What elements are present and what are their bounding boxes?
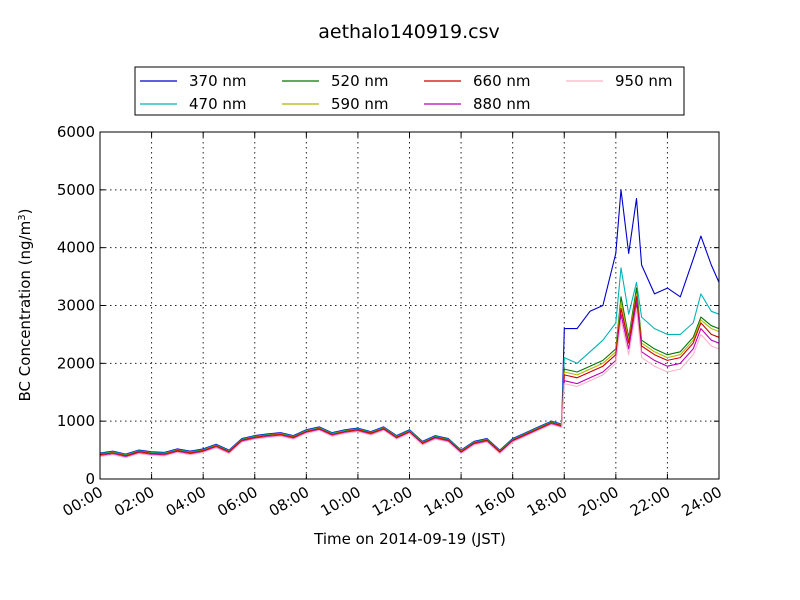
series-line-5	[99, 302, 720, 458]
y-axis-label-main: BC Concentration (ng/m	[16, 221, 34, 402]
y-tick-label: 0	[85, 470, 95, 488]
series-line-1	[99, 267, 720, 456]
legend-entries: 370 nm 470 nm 520 nm 590 nm 660 nm 880 nm 950 …	[140, 72, 673, 113]
y-axis-label-close: )	[16, 209, 34, 215]
y-axis-label: BC Concentration (ng/m3)	[16, 209, 34, 402]
series-line-6	[99, 307, 720, 459]
legend-label: 520 nm	[331, 72, 389, 90]
y-tick-label: 5000	[57, 181, 95, 199]
y-tick-label: 2000	[57, 354, 95, 372]
legend-label: 950 nm	[615, 72, 673, 90]
y-tick-label: 1000	[57, 412, 95, 430]
chart-title: aethalo140919.csv	[318, 21, 500, 43]
legend-label: 660 nm	[473, 72, 531, 90]
legend-label: 880 nm	[473, 95, 531, 113]
y-tick-label: 3000	[57, 297, 95, 315]
legend-label: 470 nm	[189, 95, 247, 113]
y-tick-label: 4000	[57, 239, 95, 257]
legend-label: 370 nm	[189, 72, 247, 90]
legend-box	[134, 66, 685, 116]
x-axis-label: Time on 2014-09-19 (JST)	[313, 530, 506, 548]
plot-lines	[99, 189, 720, 459]
y-axis-label-superscript: 3	[17, 214, 28, 220]
series-line-4	[99, 296, 720, 457]
legend: 370 nm 470 nm 520 nm 590 nm 660 nm 880 nm 950 …	[134, 66, 685, 116]
y-tick-label: 6000	[57, 123, 95, 141]
legend-label: 590 nm	[331, 95, 389, 113]
series-line-0	[99, 189, 720, 455]
